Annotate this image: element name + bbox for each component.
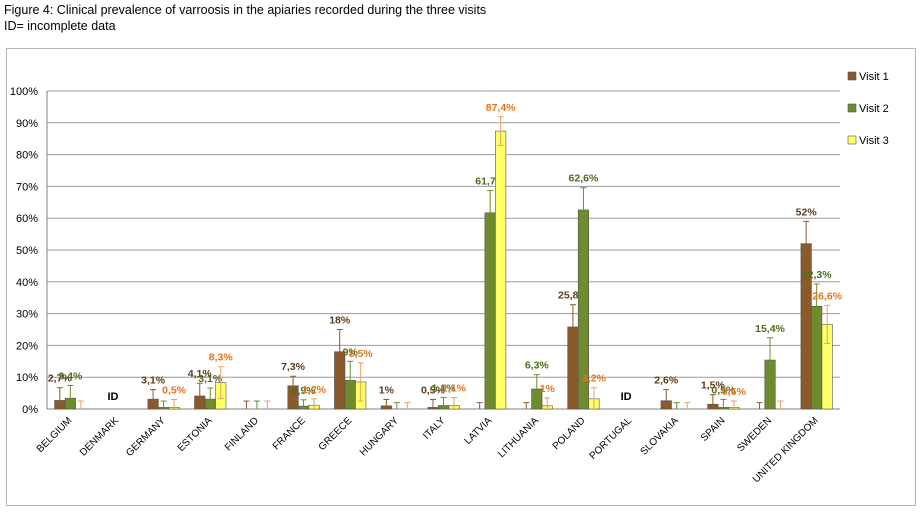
x-tick-label: POLAND	[551, 415, 588, 452]
data-label: 62,6%	[569, 173, 599, 185]
x-tick-label: GERMANY	[124, 415, 168, 459]
y-tick-label: 30%	[16, 309, 38, 321]
legend-swatch	[847, 135, 857, 145]
legend-swatch	[847, 71, 857, 81]
id-marker: ID	[107, 391, 118, 403]
data-label: 4,1%	[188, 368, 213, 380]
data-label: 0,9%	[292, 385, 317, 397]
id-marker: ID	[621, 391, 632, 403]
data-label: 1,1%	[432, 383, 457, 395]
y-tick-label: 20%	[16, 340, 38, 352]
data-label: 8,5%	[349, 348, 374, 360]
data-label: 0,5%	[711, 384, 736, 396]
data-label: 0,5%	[722, 386, 747, 398]
x-tick-label: SPAIN	[699, 415, 727, 443]
data-label: 18%	[329, 315, 351, 327]
data-label: 9%	[343, 346, 359, 358]
x-tick-label: SWEDEN	[735, 415, 774, 454]
data-label: 3,2%	[582, 373, 607, 385]
x-tick-label: ITALY	[421, 415, 448, 442]
data-label: 0,5%	[162, 384, 187, 396]
bar-visit-2	[484, 212, 496, 410]
data-label: 0,5%	[421, 384, 446, 396]
x-tick-label: BELGIUM	[35, 415, 75, 455]
y-tick-label: 100%	[10, 86, 38, 98]
y-tick-label: 80%	[16, 150, 38, 162]
data-label: 8,3%	[209, 352, 234, 364]
x-tick-label: HUNGARY	[358, 415, 401, 458]
x-tick-label: DENMARK	[78, 415, 121, 458]
data-label: 2,7%	[48, 373, 73, 385]
bar-visit-3	[495, 130, 507, 410]
legend-swatch	[847, 103, 857, 113]
data-label: 1%	[540, 383, 556, 395]
y-tick-label: 60%	[16, 213, 38, 225]
data-label: 1,2%	[302, 384, 327, 396]
data-label: 2,6%	[654, 375, 679, 387]
data-label: 15,4%	[755, 323, 785, 335]
data-label: 52%	[796, 206, 818, 218]
figure-caption: Figure 4: Clinical prevalence of varroos…	[4, 2, 486, 34]
data-label: 32,3%	[802, 269, 832, 281]
data-label: 3,1%	[198, 373, 223, 385]
x-tick-label: ESTONIA	[176, 415, 215, 454]
data-label: 87,4%	[486, 102, 516, 114]
figure-title: Figure 4: Clinical prevalence of varroos…	[4, 3, 487, 17]
data-label: 7,3%	[281, 361, 306, 373]
x-tick-label: PORTUGAL	[588, 415, 635, 462]
legend-label: Visit 2	[859, 103, 889, 115]
legend-label: Visit 1	[859, 71, 889, 83]
x-tick-label: LITHUANIA	[496, 415, 541, 460]
x-tick-label: FINLAND	[223, 415, 261, 453]
x-tick-label: FRANCE	[271, 415, 308, 452]
data-label: 6,3%	[525, 360, 550, 372]
y-tick-label: 70%	[16, 181, 38, 193]
y-tick-label: 10%	[16, 372, 38, 384]
y-tick-label: 50%	[16, 245, 38, 257]
y-tick-label: 40%	[16, 277, 38, 289]
x-tick-label: GREECE	[317, 415, 355, 453]
figure-note: ID= incomplete data	[4, 19, 116, 33]
y-tick-label: 0%	[22, 404, 38, 416]
data-label: 1%	[379, 384, 395, 396]
data-label: 26,6%	[812, 290, 842, 302]
chart-frame	[6, 48, 916, 506]
legend-label: Visit 3	[859, 135, 889, 147]
data-label: 1,5%	[701, 380, 726, 392]
x-tick-label: LATVIA	[463, 415, 495, 447]
data-label: 1,1%	[442, 383, 467, 395]
x-tick-label: SLOVAKIA	[639, 415, 681, 457]
y-tick-label: 90%	[16, 118, 38, 130]
data-label: 3,4%	[58, 370, 83, 382]
data-label: 3,1%	[141, 375, 166, 387]
